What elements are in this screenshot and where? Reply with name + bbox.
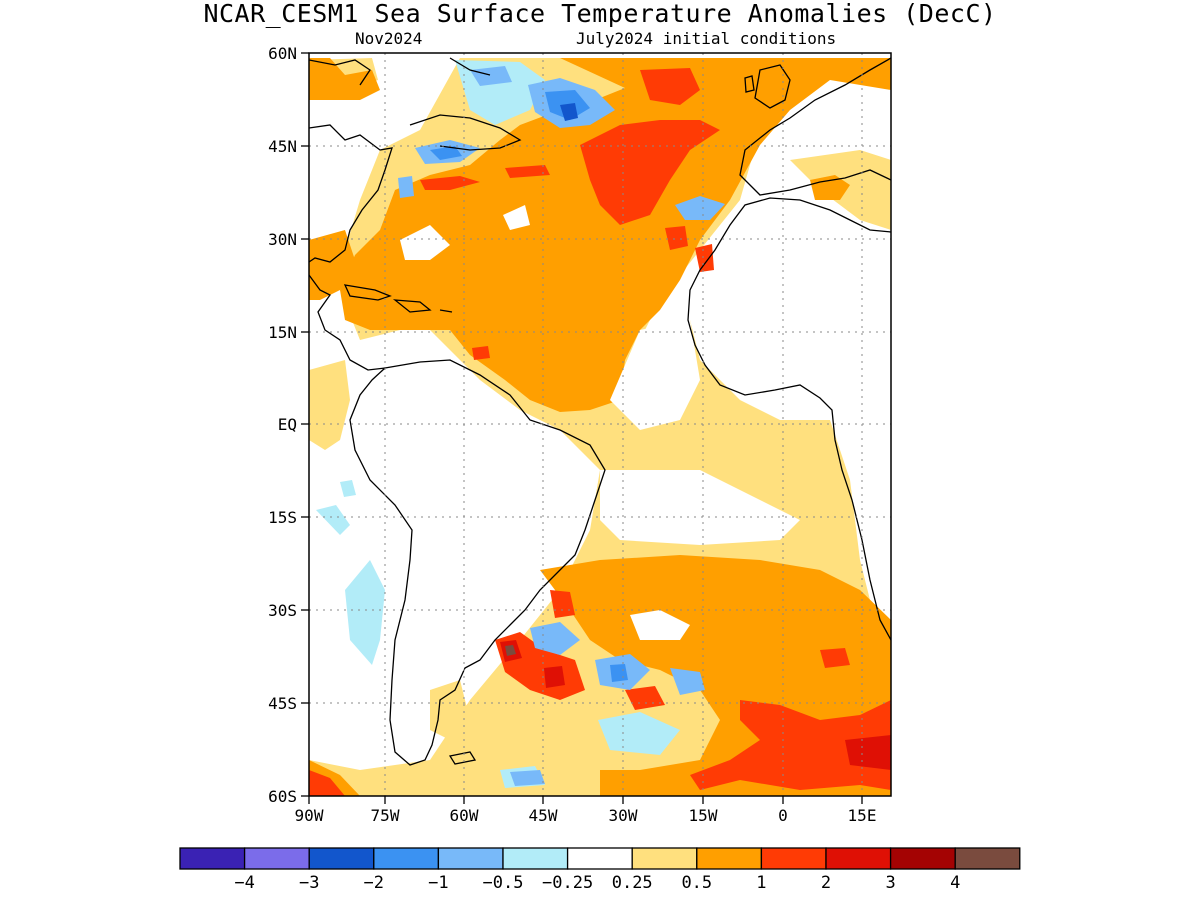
lat-label: 30N	[268, 230, 297, 249]
forecast-month-label: Nov2024	[355, 29, 423, 48]
lat-label: 60N	[268, 44, 297, 63]
legend-label: −0.25	[542, 873, 593, 893]
legend-label: 3	[885, 873, 895, 893]
map-plot-area	[309, 53, 891, 796]
legend-swatches	[179, 847, 1021, 870]
legend-swatch	[696, 847, 763, 870]
lon-label: 45W	[529, 806, 558, 825]
legend-swatch	[502, 847, 569, 870]
legend-label: 0.5	[681, 873, 712, 893]
anomaly-band-2-plus	[500, 640, 891, 770]
lon-label: 90W	[295, 806, 324, 825]
legend-label: 4	[950, 873, 960, 893]
anomaly-band-1-2	[309, 68, 891, 796]
legend-label: −3	[299, 873, 319, 893]
legend-label: −2	[364, 873, 384, 893]
coastlines	[309, 57, 891, 766]
lat-label: 45S	[268, 694, 297, 713]
legend-swatch	[954, 847, 1021, 870]
lon-label: 60W	[450, 806, 479, 825]
legend-label: 2	[821, 873, 831, 893]
longitude-labels: 90W 75W 60W 45W 30W 15W 0 15E	[295, 806, 877, 825]
legend-swatch	[437, 847, 504, 870]
legend-labels: −4 −3 −2 −1 −0.5 −0.25 0.25 0.5 1 2 3 4	[234, 873, 960, 893]
anomaly-band-near-zero-holes	[400, 205, 800, 640]
legend-swatch	[179, 847, 246, 870]
lon-label: 15E	[848, 806, 877, 825]
latitude-labels: 60N 45N 30N 15N EQ 15S 30S 45S 60S	[268, 44, 297, 806]
anomaly-band-negative	[398, 66, 725, 786]
lon-label: 75W	[371, 806, 400, 825]
legend-swatch	[889, 847, 956, 870]
legend-label: −4	[234, 873, 254, 893]
legend-swatch	[243, 847, 310, 870]
legend-label: −1	[428, 873, 448, 893]
legend-label: −0.5	[483, 873, 524, 893]
lon-label: 30W	[609, 806, 638, 825]
legend-swatch	[566, 847, 633, 870]
initial-conditions-label: July2024 initial conditions	[576, 29, 837, 48]
lat-label: EQ	[278, 415, 297, 434]
lat-label: 60S	[268, 787, 297, 806]
axis-ticks	[301, 52, 863, 804]
legend-swatch	[373, 847, 440, 870]
lat-label: 15N	[268, 323, 297, 342]
lat-label: 15S	[268, 508, 297, 527]
legend-label: 0.25	[612, 873, 653, 893]
lon-label: 15W	[689, 806, 718, 825]
lat-label: 45N	[268, 137, 297, 156]
legend-swatch	[631, 847, 698, 870]
legend-swatch	[308, 847, 375, 870]
graticule	[309, 53, 891, 796]
chart-title: NCAR_CESM1 Sea Surface Temperature Anoma…	[203, 0, 997, 28]
lon-label: 0	[778, 806, 788, 825]
lat-label: 30S	[268, 601, 297, 620]
legend-swatch	[760, 847, 827, 870]
legend-swatch	[825, 847, 892, 870]
legend-label: 1	[756, 873, 766, 893]
